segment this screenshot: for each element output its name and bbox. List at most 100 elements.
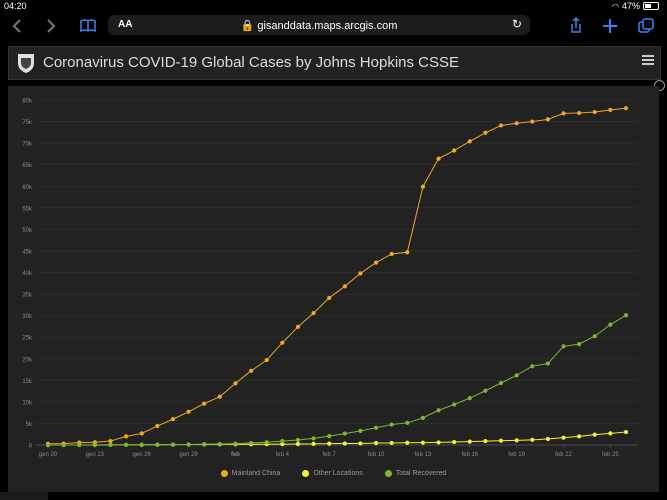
data-point: [139, 431, 144, 436]
data-point: [452, 148, 457, 153]
data-point: [264, 357, 269, 363]
chevron-left-icon[interactable]: [8, 16, 28, 36]
data-point: [311, 441, 316, 446]
plus-icon[interactable]: [600, 16, 620, 36]
legend-label: Total Recovered: [395, 470, 447, 477]
data-point: [608, 431, 613, 436]
data-point: [545, 436, 550, 442]
widget-options-icon[interactable]: [654, 80, 665, 91]
y-tick-label: 5k: [26, 422, 33, 428]
data-point: [217, 394, 222, 399]
jhu-shield-icon: [15, 52, 37, 74]
data-point: [327, 441, 332, 446]
y-tick-label: 10k: [22, 400, 33, 406]
legend-item-other-locations[interactable]: Other Locations: [302, 470, 363, 477]
battery-label: 47%: [621, 1, 640, 11]
share-icon[interactable]: [566, 16, 586, 36]
tabs-icon[interactable]: [636, 16, 656, 36]
x-tick-label: feb 19: [508, 452, 525, 458]
y-tick-label: 60k: [22, 185, 33, 191]
data-point: [327, 295, 332, 301]
data-point: [530, 119, 535, 124]
data-point: [530, 437, 535, 442]
bottom-panel-edge: [0, 492, 48, 500]
data-point: [295, 324, 301, 329]
data-point: [467, 439, 472, 444]
data-point: [467, 396, 472, 401]
status-right: ◠ 47%: [612, 1, 659, 11]
data-point: [452, 439, 457, 445]
data-point: [483, 130, 488, 135]
y-tick-label: 40k: [22, 271, 33, 277]
data-point: [280, 439, 285, 444]
data-point: [592, 109, 597, 115]
wifi-icon: ◠: [612, 1, 619, 11]
data-point: [608, 107, 613, 113]
y-tick-label: 45k: [22, 249, 33, 255]
data-point: [514, 121, 519, 126]
book-icon[interactable]: [78, 16, 98, 36]
chevron-right-icon[interactable]: [40, 16, 60, 36]
data-point: [358, 428, 363, 433]
data-point: [202, 401, 207, 406]
address-bar[interactable]: AA 🔒 gisanddata.maps.arcgis.com ↻: [108, 15, 530, 35]
data-point: [389, 440, 394, 446]
x-tick-label: feb 4: [276, 452, 290, 458]
data-point: [311, 310, 316, 316]
data-point: [358, 441, 363, 446]
chart-legend: Mainland China Other Locations Total Rec…: [8, 470, 659, 477]
dashboard-header: Coronavirus COVID-19 Global Cases by Joh…: [8, 46, 661, 80]
data-point: [623, 313, 629, 318]
data-point: [577, 110, 582, 116]
data-point: [389, 251, 394, 257]
hamburger-icon[interactable]: [642, 53, 654, 67]
data-point: [233, 381, 238, 386]
data-point: [561, 344, 566, 349]
data-point: [373, 440, 379, 446]
status-bar: 04:20 ◠ 47%: [0, 0, 667, 12]
data-point: [327, 434, 332, 439]
data-point: [61, 442, 66, 448]
status-time: 04:20: [4, 1, 27, 11]
y-tick-label: 15k: [22, 379, 33, 385]
data-point: [577, 434, 582, 439]
battery-icon: [643, 2, 659, 10]
series-line-2: [48, 314, 627, 446]
data-point: [592, 334, 597, 339]
x-tick-label: gen 20: [39, 452, 58, 458]
data-point: [186, 442, 191, 447]
data-point: [124, 434, 129, 439]
data-point: [170, 442, 176, 447]
url-text[interactable]: 🔒 gisanddata.maps.arcgis.com: [108, 19, 530, 32]
data-point: [608, 322, 613, 327]
data-point: [623, 106, 629, 111]
legend-item-total-recovered[interactable]: Total Recovered: [384, 470, 447, 477]
data-point: [483, 439, 488, 444]
data-point: [420, 415, 426, 420]
x-tick-label: gen 23: [86, 452, 105, 458]
data-point: [233, 441, 238, 446]
legend-label: Mainland China: [231, 470, 281, 477]
x-tick-label: feb 16: [461, 452, 478, 458]
data-point: [561, 435, 566, 440]
data-point: [623, 429, 629, 435]
y-tick-label: 30k: [22, 314, 33, 320]
data-point: [358, 271, 363, 276]
x-tick-label: gen 29: [179, 452, 198, 458]
y-tick-label: 35k: [22, 293, 33, 299]
legend-dot: [384, 470, 392, 477]
data-point: [483, 388, 488, 393]
legend-item-mainland-china[interactable]: Mainland China: [220, 470, 281, 477]
reload-icon[interactable]: ↻: [511, 17, 522, 31]
text-size-button[interactable]: AA: [118, 19, 133, 30]
data-point: [217, 441, 222, 447]
data-point: [139, 442, 144, 447]
data-point: [498, 438, 504, 443]
y-tick-label: 80k: [22, 99, 33, 105]
data-point: [436, 440, 441, 445]
data-point: [155, 442, 160, 447]
x-tick-label: feb 25: [602, 452, 619, 458]
data-point: [295, 441, 301, 447]
x-tick-label: feb 10: [368, 452, 385, 458]
page-title: Coronavirus COVID-19 Global Cases by Joh…: [43, 54, 460, 71]
